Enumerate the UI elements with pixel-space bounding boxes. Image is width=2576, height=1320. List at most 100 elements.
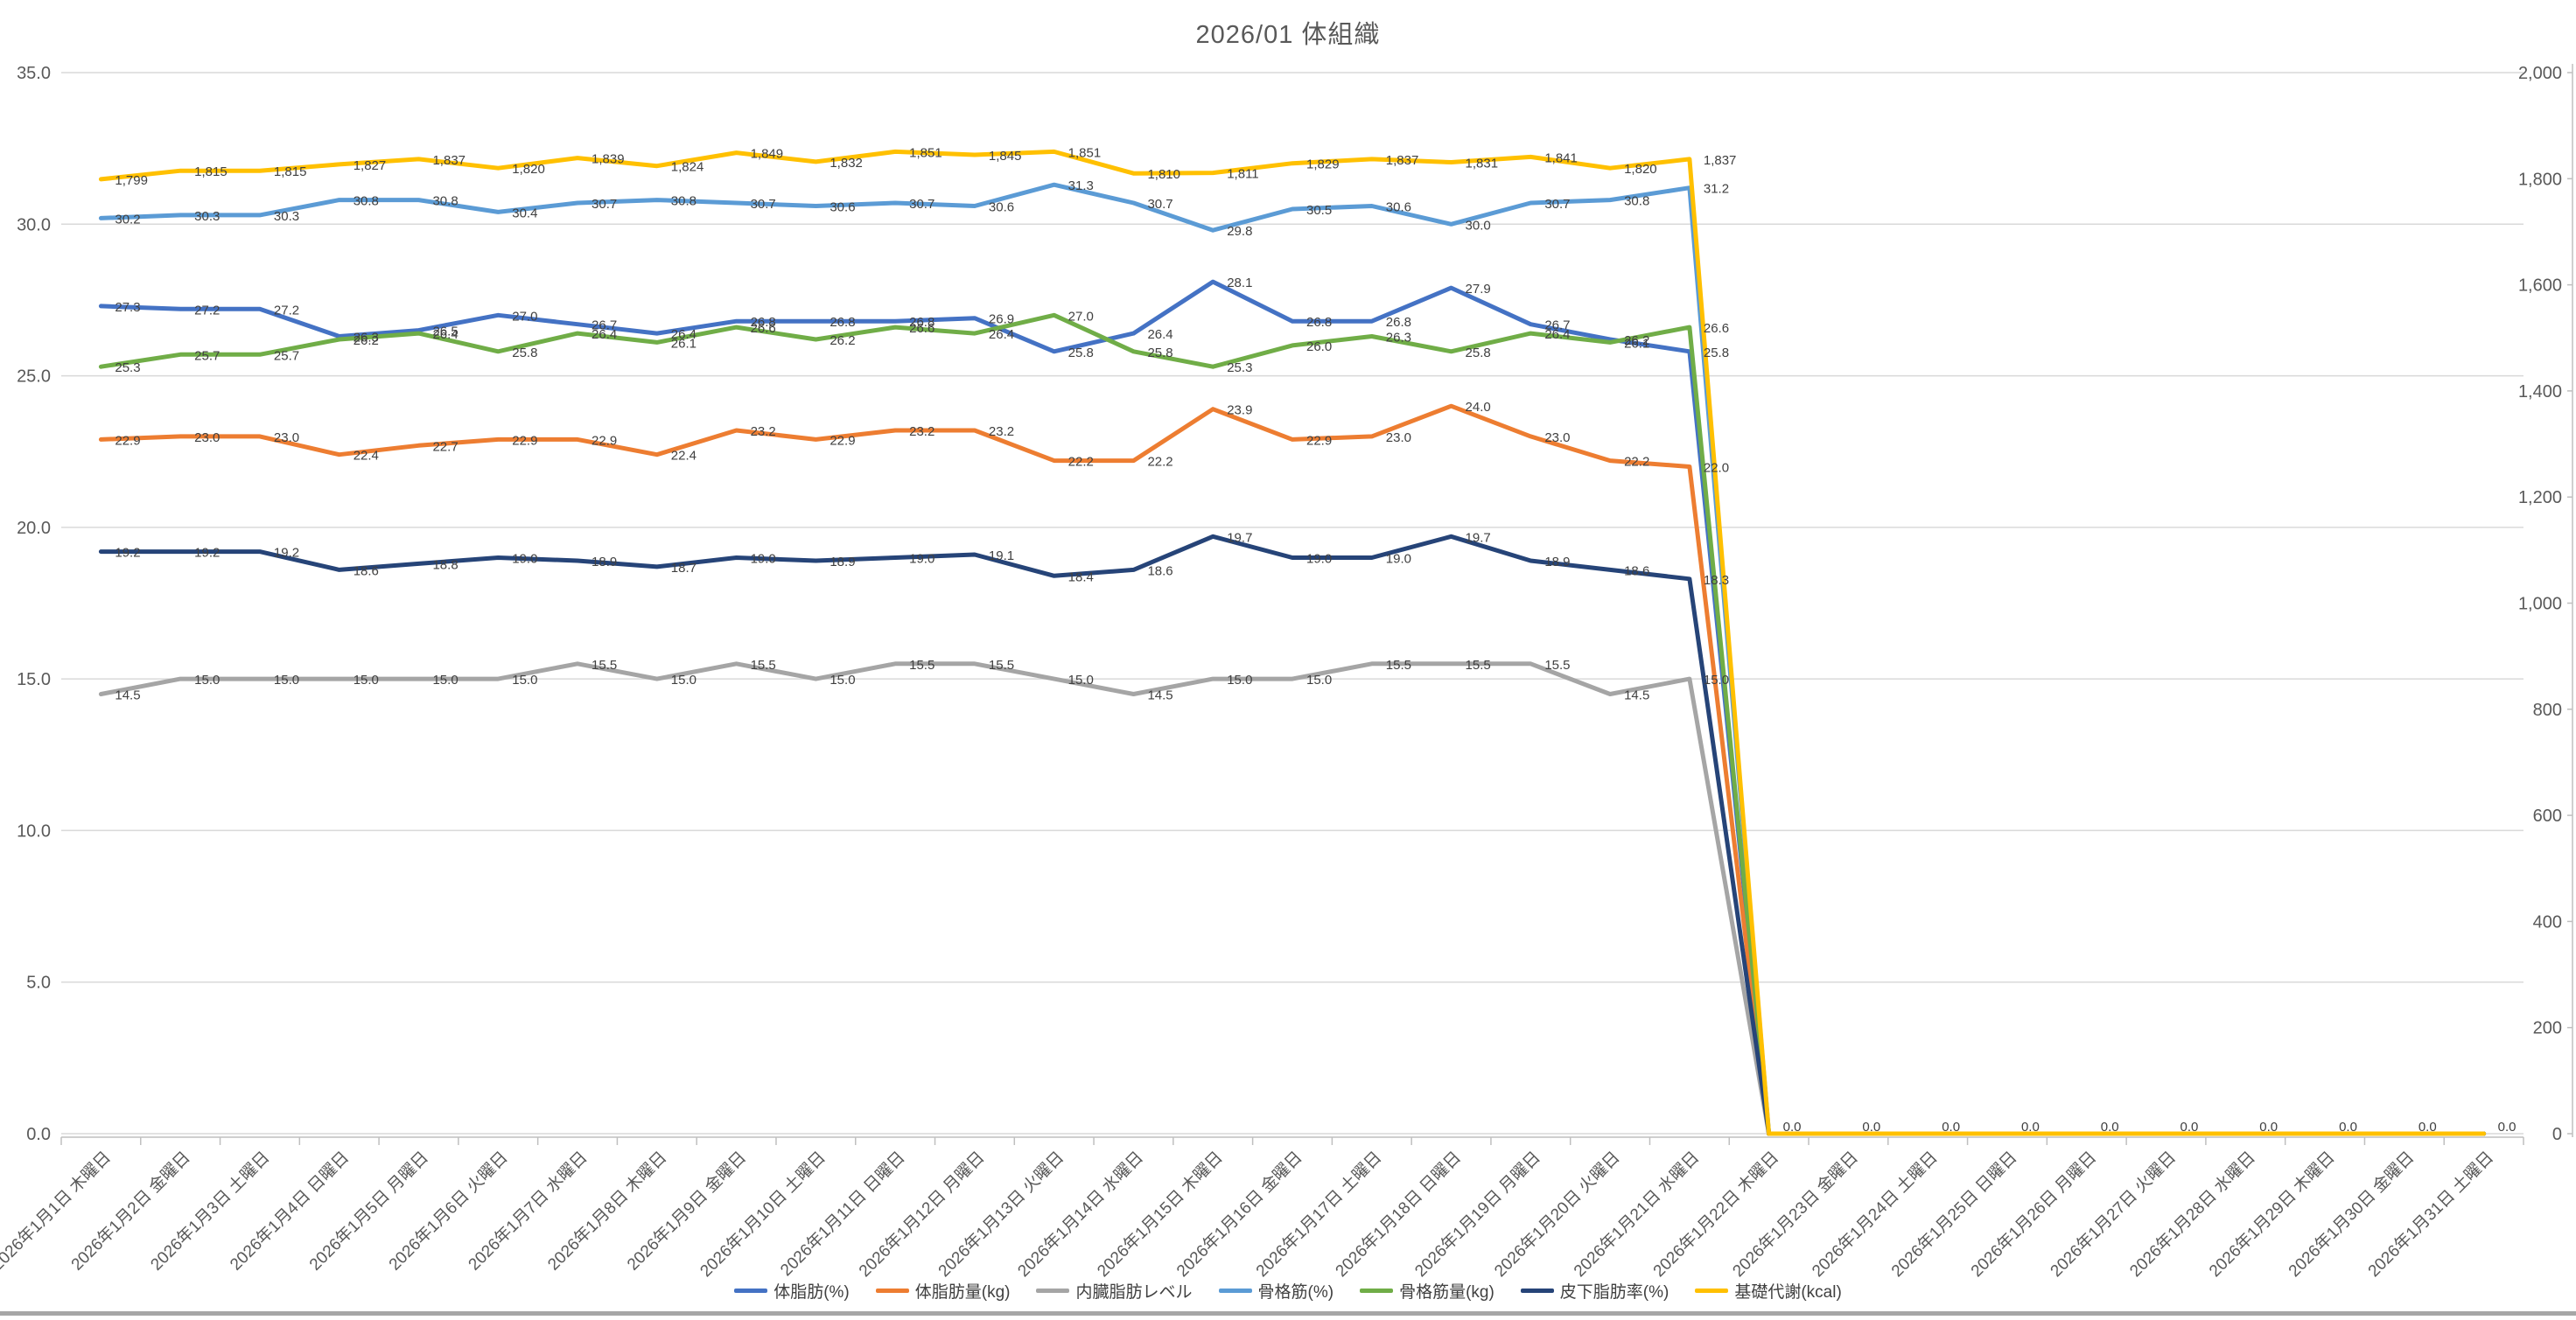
data-label: 27.0 — [512, 309, 537, 324]
data-label: 1,845 — [989, 149, 1022, 164]
legend-item-体脂肪(%)[interactable]: 体脂肪(%) — [734, 1279, 850, 1303]
data-label: 26.6 — [909, 321, 934, 336]
data-label: 18.9 — [592, 555, 617, 569]
legend-item-骨格筋(%)[interactable]: 骨格筋(%) — [1218, 1279, 1334, 1303]
data-label: 22.9 — [830, 433, 855, 448]
legend-item-基礎代謝(kcal)[interactable]: 基礎代謝(kcal) — [1695, 1279, 1842, 1303]
data-label: 26.8 — [751, 315, 776, 330]
data-label: 24.0 — [1466, 400, 1491, 415]
data-label: 26.0 — [1306, 339, 1332, 354]
right-axis-tick-label: 2,000 — [2518, 64, 2562, 83]
data-label: 1,851 — [909, 145, 942, 160]
x-axis-category-label: 2026年1月28日 水曜日 — [2126, 1148, 2259, 1281]
legend-label: 基礎代謝(kcal) — [1734, 1283, 1842, 1302]
data-label: 1,829 — [1306, 157, 1340, 172]
data-label: 25.7 — [274, 348, 299, 363]
left-axis-tick-label: 35.0 — [17, 64, 51, 83]
x-axis-category-label: 2026年1月22日 木曜日 — [1649, 1148, 1782, 1281]
data-label: 18.9 — [1544, 555, 1570, 569]
data-label: 25.3 — [1227, 360, 1252, 375]
data-label: 19.0 — [751, 552, 776, 567]
data-label: 22.9 — [512, 433, 537, 448]
data-label: 27.9 — [1466, 282, 1491, 297]
series-line-体脂肪量(kg) — [98, 403, 2487, 1136]
data-label: 30.7 — [751, 197, 776, 212]
data-label: 15.0 — [432, 673, 458, 688]
data-label: 26.6 — [1704, 321, 1729, 336]
legend-item-骨格筋量(kg)[interactable]: 骨格筋量(kg) — [1360, 1279, 1494, 1303]
data-label: 30.6 — [830, 199, 855, 214]
data-label: 26.3 — [354, 331, 379, 346]
data-label: 22.0 — [1704, 461, 1729, 476]
series-line-基礎代謝(kcal) — [98, 149, 2487, 1136]
data-label: 15.5 — [1466, 658, 1491, 673]
data-label: 30.8 — [1624, 194, 1649, 209]
data-label: 26.6 — [751, 321, 776, 336]
data-label: 15.0 — [830, 673, 855, 688]
data-label: 30.7 — [592, 197, 617, 212]
data-label: 15.0 — [671, 673, 696, 688]
data-label: 30.3 — [274, 209, 299, 224]
chart-title: 2026/01 体組織 — [1195, 21, 1381, 49]
legend-item-皮下脂肪率(%)[interactable]: 皮下脂肪率(%) — [1520, 1279, 1669, 1303]
data-label: 1,820 — [1624, 162, 1657, 177]
left-axis-tick-label: 25.0 — [17, 367, 51, 387]
data-label: 22.9 — [592, 433, 617, 448]
data-label: 1,815 — [194, 164, 228, 179]
legend-label: 体脂肪量(kg) — [914, 1283, 1011, 1302]
x-axis-category-label: 2026年1月18日 日曜日 — [1332, 1148, 1465, 1281]
data-label: 1,841 — [1544, 150, 1578, 165]
data-label: 19.1 — [989, 548, 1014, 563]
right-axis-tick-label: 1,200 — [2518, 488, 2562, 507]
data-label: 25.3 — [115, 360, 140, 375]
zero-data-label: 0.0 — [2021, 1120, 2040, 1135]
data-label: 23.2 — [989, 424, 1014, 439]
legend-item-内臓脂肪レベル[interactable]: 内臓脂肪レベル — [1036, 1279, 1193, 1303]
data-label: 15.5 — [909, 658, 934, 673]
x-axis-category-label: 2026年1月17日 土曜日 — [1252, 1148, 1385, 1281]
data-label: 30.7 — [1147, 197, 1172, 212]
data-label: 30.8 — [671, 194, 696, 209]
data-label: 25.8 — [1147, 346, 1172, 360]
data-label: 22.2 — [1624, 455, 1649, 470]
data-label: 30.5 — [1306, 203, 1332, 218]
x-axis-category-label: 2026年1月16日 金曜日 — [1172, 1148, 1306, 1281]
data-label: 1,849 — [751, 147, 784, 162]
data-label: 26.7 — [592, 318, 617, 333]
zero-data-label: 0.0 — [2101, 1120, 2119, 1135]
data-label: 30.8 — [432, 194, 458, 209]
legend-marker-icon — [1695, 1289, 1729, 1293]
data-label: 31.2 — [1704, 182, 1729, 197]
data-label: 15.0 — [274, 673, 299, 688]
data-label: 26.1 — [671, 336, 696, 351]
data-label: 26.8 — [1386, 315, 1411, 330]
data-label: 30.3 — [194, 209, 220, 224]
data-label: 18.8 — [432, 557, 458, 572]
left-axis-tick-label: 10.0 — [17, 821, 51, 841]
data-label: 1,832 — [830, 156, 863, 171]
right-axis-tick-label: 200 — [2533, 1019, 2562, 1038]
data-label: 26.2 — [354, 333, 379, 348]
legend-marker-icon — [734, 1289, 768, 1293]
legend-item-体脂肪量(kg)[interactable]: 体脂肪量(kg) — [875, 1279, 1011, 1303]
data-label: 22.7 — [432, 439, 458, 454]
data-label: 23.0 — [194, 430, 220, 445]
right-axis-tick-label: 0 — [2552, 1125, 2562, 1144]
data-label: 30.8 — [354, 194, 379, 209]
data-label: 25.8 — [1068, 346, 1094, 360]
data-label: 27.2 — [194, 303, 220, 318]
legend-marker-icon — [1218, 1289, 1252, 1293]
data-label: 15.0 — [1227, 673, 1252, 688]
data-label: 18.7 — [671, 561, 696, 576]
data-label: 19.0 — [1306, 552, 1332, 567]
right-axis-tick-label: 800 — [2533, 701, 2562, 720]
data-label: 18.6 — [1624, 563, 1649, 578]
right-axis-tick-label: 600 — [2533, 807, 2562, 826]
right-axis-tick-label: 1,400 — [2518, 382, 2562, 402]
data-label: 23.2 — [909, 424, 934, 439]
data-label: 26.1 — [1624, 336, 1649, 351]
data-label: 18.9 — [830, 555, 855, 569]
data-label: 15.5 — [989, 658, 1014, 673]
data-label: 23.0 — [1544, 430, 1570, 445]
data-label: 26.8 — [909, 315, 934, 330]
